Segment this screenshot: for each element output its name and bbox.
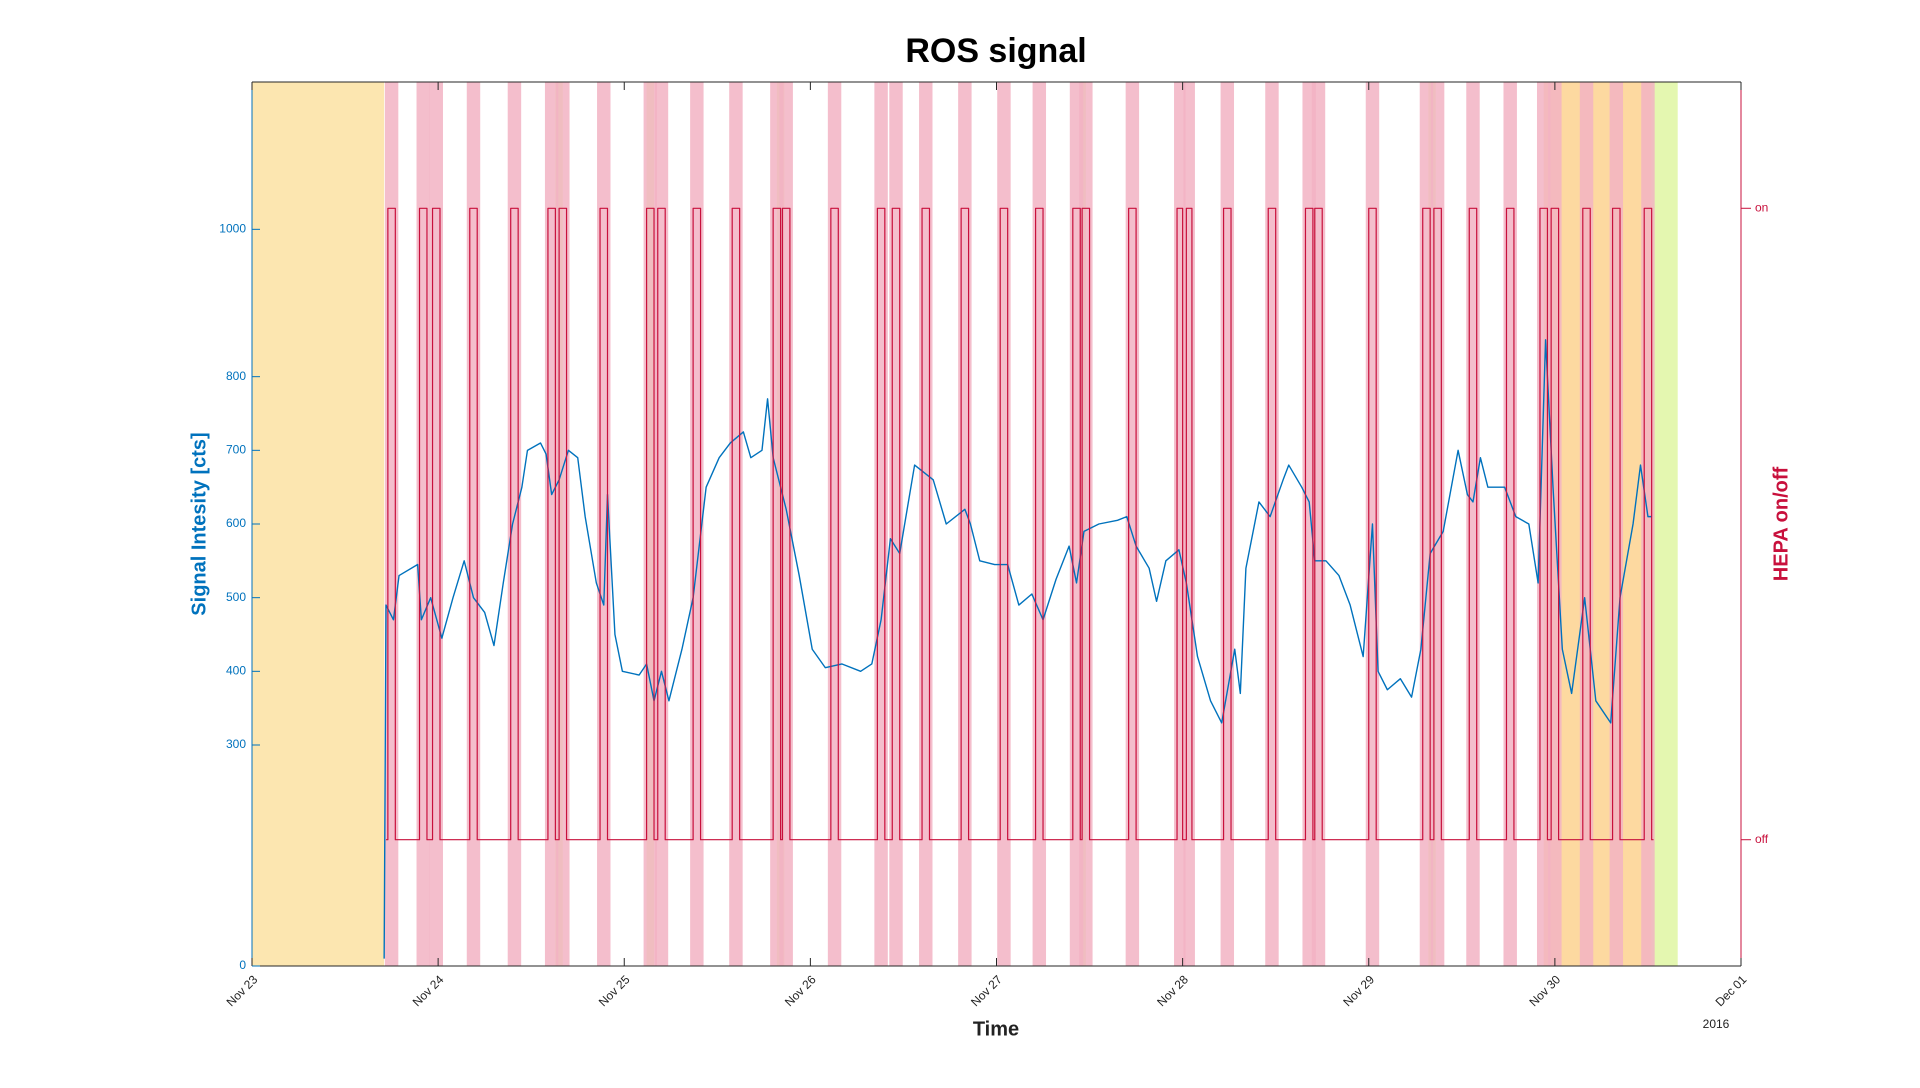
hepa-on-band xyxy=(997,82,1011,966)
hepa-on-band xyxy=(1430,82,1445,966)
y-tick-label: 700 xyxy=(226,443,246,457)
hepa-on-band xyxy=(1220,82,1235,966)
y-tick-label: 800 xyxy=(226,369,246,383)
x-tick-label: Nov 24 xyxy=(410,972,447,1009)
hepa-on-band xyxy=(466,82,481,966)
x-tick-label: Nov 30 xyxy=(1526,972,1563,1009)
hepa-on-band xyxy=(1641,82,1655,966)
shaded-region xyxy=(252,82,385,966)
hepa-on-band xyxy=(1503,82,1517,966)
hepa-on-band xyxy=(429,82,443,966)
x-tick-label: Dec 01 xyxy=(1713,972,1750,1009)
hepa-on-band xyxy=(779,82,793,966)
hepa-on-band xyxy=(507,82,522,966)
hepa-on-band xyxy=(1183,82,1195,966)
chart-title: ROS signal xyxy=(905,32,1086,70)
x-tick-label: Nov 23 xyxy=(224,972,261,1009)
hepa-on-band xyxy=(1466,82,1480,966)
hepa-on-band xyxy=(1174,82,1186,966)
hepa-on-band xyxy=(1079,82,1093,966)
y-axis-label: Signal Intesity [cts] xyxy=(188,432,210,615)
hepa-on-band xyxy=(1311,82,1326,966)
x-tick-label: Nov 25 xyxy=(596,972,633,1009)
y-tick-label: 400 xyxy=(226,664,246,678)
hepa-on-band xyxy=(1579,82,1594,966)
y-tick-label: 500 xyxy=(226,590,246,604)
hepa-on-band xyxy=(556,82,570,966)
x-tick-label: Nov 29 xyxy=(1340,972,1377,1009)
hepa-on-band xyxy=(1125,82,1140,966)
y-tick-label: 600 xyxy=(226,516,246,530)
hepa-on-band xyxy=(729,82,743,966)
hepa-on-band xyxy=(1032,82,1047,966)
hepa-on-band xyxy=(1609,82,1624,966)
x-tick-label: Nov 27 xyxy=(968,972,1005,1009)
shaded-region xyxy=(1651,82,1678,966)
x-tick-label: Nov 26 xyxy=(782,972,819,1009)
hepa-on-band xyxy=(827,82,842,966)
hepa-line xyxy=(386,207,1654,841)
x-tick-label: Nov 28 xyxy=(1154,972,1191,1009)
hepa-on-band xyxy=(919,82,933,966)
x-axis-label: Time xyxy=(973,1018,1019,1040)
hepa-on-band xyxy=(874,82,888,966)
hepa-on-band xyxy=(416,82,430,966)
hepa-on-band xyxy=(384,82,399,966)
y-tick-label: 1000 xyxy=(219,222,246,236)
hepa-on-band xyxy=(654,82,669,966)
hepa-on-band xyxy=(1265,82,1279,966)
y-tick-label: 0 xyxy=(239,958,246,972)
y2-tick-label: off xyxy=(1755,832,1769,846)
hepa-on-band xyxy=(958,82,972,966)
y2-axis-label: HEPA on/off xyxy=(1770,466,1792,581)
signal-line xyxy=(383,339,1652,959)
hepa-on-band xyxy=(889,82,903,966)
y-tick-label: 300 xyxy=(226,737,246,751)
y2-tick-label: on xyxy=(1755,200,1768,214)
x-year-label: 2016 xyxy=(1703,1017,1730,1031)
